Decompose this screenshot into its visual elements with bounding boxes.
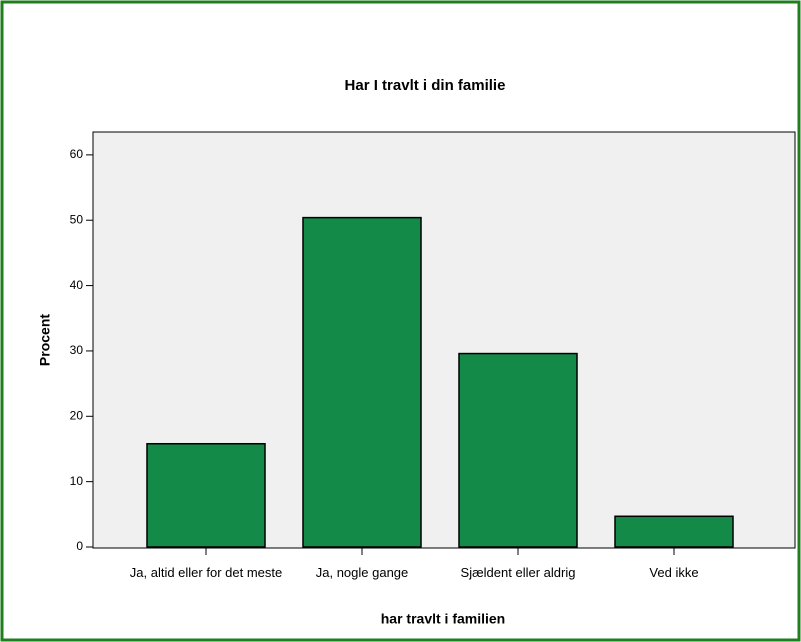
- x-tick-label: Ja, nogle gange: [315, 565, 409, 580]
- bar: [302, 216, 422, 548]
- y-axis-label: Procent: [37, 314, 53, 366]
- x-tick-label: Ja, altid eller for det meste: [129, 565, 283, 580]
- y-tick-label: 60: [70, 147, 84, 161]
- y-tick-label: 30: [70, 343, 84, 357]
- y-tick-label: 0: [76, 539, 83, 553]
- y-tick-label: 10: [70, 474, 84, 488]
- x-axis-label: har travlt i familien: [381, 611, 505, 627]
- y-tick-label: 20: [70, 408, 84, 422]
- y-tick-label: 40: [70, 278, 84, 292]
- chart-title: Har I travlt i din familie: [345, 77, 506, 94]
- x-tick-label: Ved ikke: [649, 565, 699, 580]
- bar: [458, 352, 578, 548]
- x-tick-label: Sjældent eller aldrig: [460, 565, 576, 580]
- bar: [614, 515, 734, 548]
- y-tick-label: 50: [70, 212, 84, 226]
- bar: [146, 442, 266, 548]
